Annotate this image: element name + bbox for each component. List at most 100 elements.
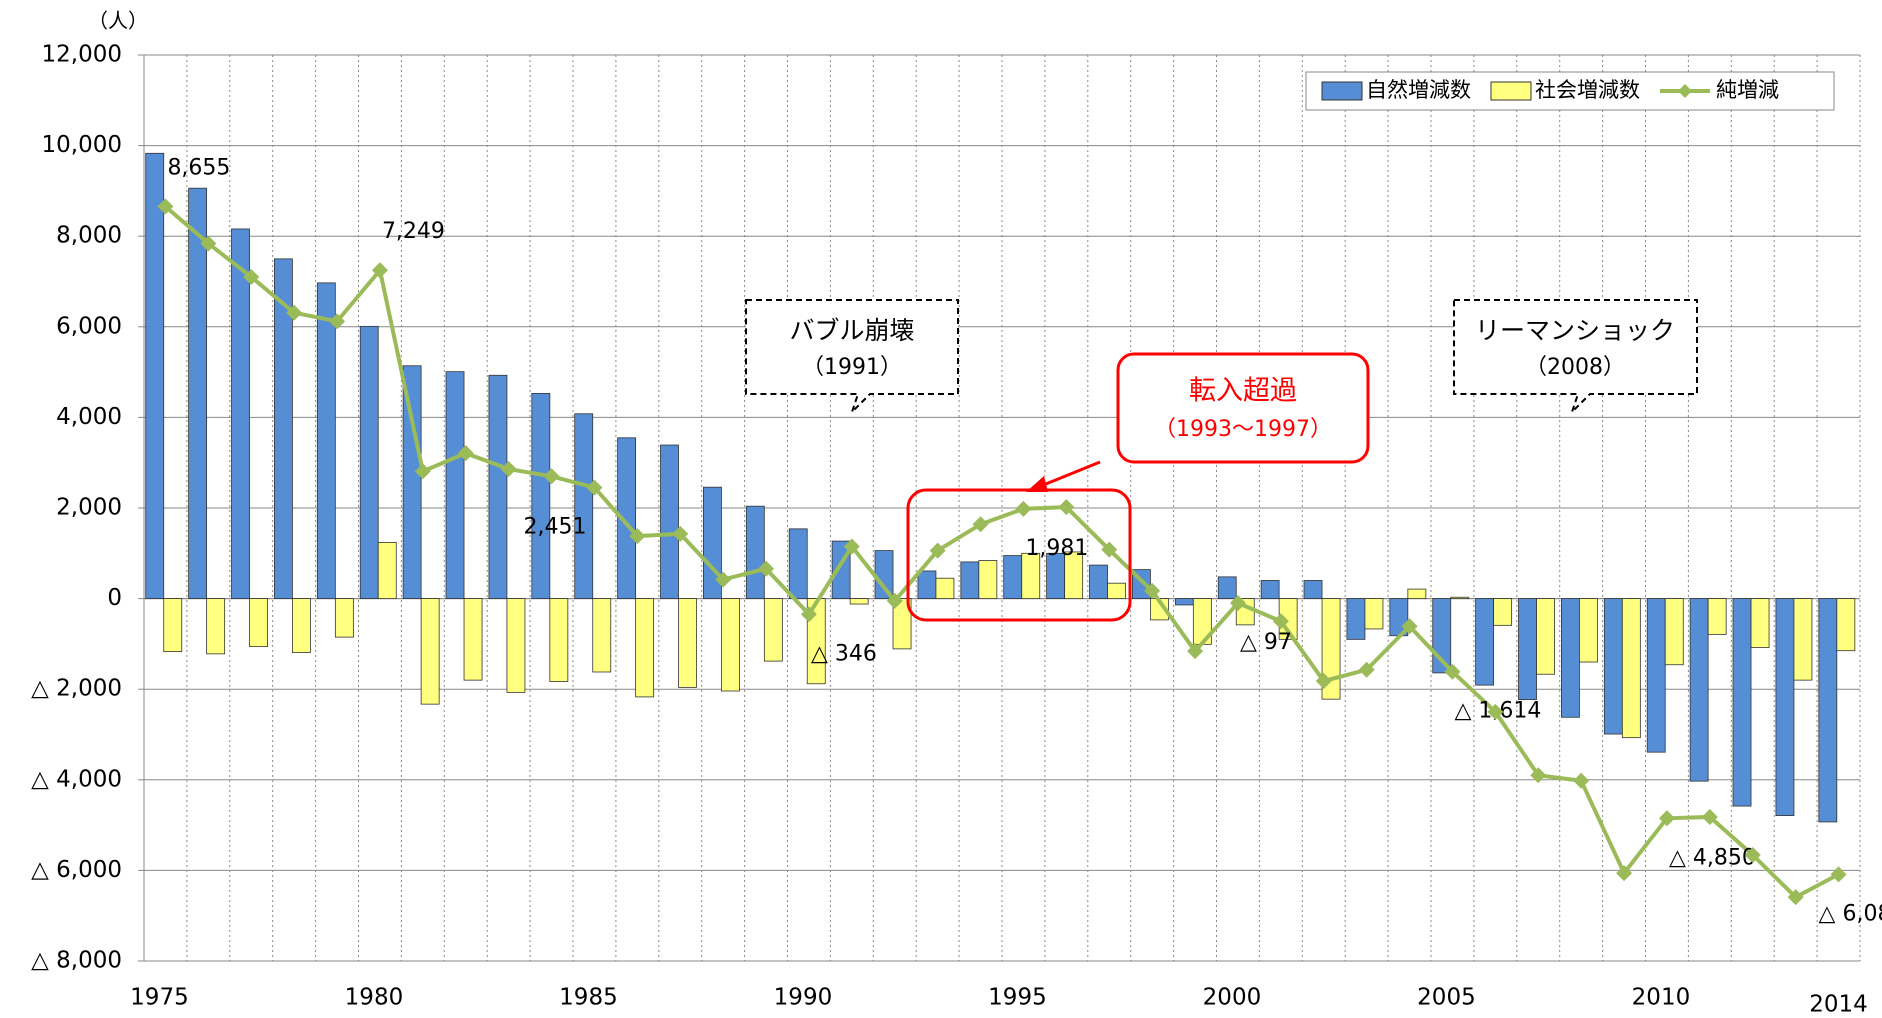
bar: [1260, 580, 1280, 599]
x-tick-label: 1990: [774, 985, 833, 1011]
line-marker: [672, 525, 689, 542]
arrow-head: [1026, 476, 1048, 492]
line-marker: [1616, 865, 1633, 882]
bar: [1579, 598, 1598, 663]
line-marker: [1573, 772, 1590, 789]
bar: [1493, 598, 1513, 626]
line-marker: [1658, 810, 1675, 827]
bar: [745, 505, 765, 599]
bar: [1621, 598, 1641, 739]
bar: [488, 374, 508, 599]
line-marker: [1101, 541, 1118, 558]
bar: [917, 570, 937, 599]
callout-box: [1453, 299, 1698, 413]
bar: [334, 598, 354, 638]
data-label: 8,655: [167, 156, 230, 181]
bar: [549, 598, 569, 682]
line-marker: [1144, 582, 1161, 599]
bar: [274, 258, 293, 600]
annotation-text: バブル崩壊: [789, 316, 914, 345]
x-tick-label: 2014: [1809, 992, 1868, 1018]
bar: [635, 598, 655, 698]
line-marker: [758, 560, 775, 577]
bar: [420, 598, 440, 705]
data-label: △ 6,088: [1819, 901, 1882, 926]
y-tick-label: 6,000: [56, 313, 122, 339]
bar: [592, 598, 612, 673]
bar: [849, 598, 869, 605]
y-tick-label: 8,000: [56, 223, 122, 249]
line-marker: [586, 479, 603, 496]
data-label: △ 346: [811, 641, 877, 666]
plot-area: △ 8,000 △ 6,000 △ 4,000 △ 2,000 0 2,000 4,000 6…: [31, 42, 1882, 1018]
y-tick-label: 2,000: [56, 495, 122, 521]
line-marker: [543, 468, 560, 485]
bar: [763, 598, 783, 662]
annotation-text: リーマンショック: [1475, 316, 1675, 345]
bar: [506, 598, 526, 693]
line-marker: [1487, 703, 1504, 720]
bar: [1475, 598, 1495, 686]
unit-label: （人）: [88, 9, 148, 33]
y-tick-label: △ 6,000: [31, 857, 122, 883]
legend-label: 純増減: [1716, 78, 1779, 102]
line-series: [164, 205, 1840, 900]
legend: 自然増減数 社会増減数 純増減: [1305, 71, 1835, 111]
bar: [1407, 588, 1427, 599]
y-tick-label: 10,000: [42, 132, 122, 158]
line-marker: [1229, 594, 1246, 611]
bar: [402, 365, 422, 599]
line-marker: [886, 592, 903, 609]
bar: [935, 577, 955, 600]
annotation-subtext: （2008）: [1525, 355, 1625, 380]
line-marker: [715, 571, 732, 588]
line-marker: [1401, 618, 1418, 635]
bar: [231, 228, 250, 600]
bar: [1603, 598, 1623, 735]
bar: [1364, 598, 1384, 630]
bar: [960, 561, 980, 599]
bar: [1089, 564, 1108, 600]
bar: [316, 282, 336, 600]
y-tick-label: △ 2,000: [31, 676, 122, 702]
line-marker: [286, 304, 303, 321]
bar: [1750, 598, 1770, 648]
bar: [1346, 598, 1366, 640]
line-marker: [929, 542, 946, 559]
bar: [249, 598, 268, 648]
annotation-subtext: （1991）: [802, 355, 902, 380]
bar: [678, 598, 697, 688]
x-tick-label: 1975: [130, 985, 189, 1011]
callout-box: [745, 299, 959, 413]
bar: [1321, 598, 1341, 700]
line-marker: [414, 463, 431, 480]
bar: [721, 598, 740, 692]
bar: [206, 598, 226, 655]
data-label: △ 4,850: [1669, 845, 1756, 870]
legend-label: 社会増減数: [1535, 78, 1640, 102]
line-marker: [1015, 500, 1032, 517]
x-tick-label: 2005: [1417, 985, 1476, 1011]
bar: [574, 413, 594, 600]
bar: [788, 528, 808, 600]
x-tick-label: 1985: [559, 985, 618, 1011]
line-marker: [800, 606, 817, 623]
bar: [1689, 598, 1709, 782]
bar: [1217, 576, 1237, 600]
legend-swatch: [1321, 81, 1363, 101]
bar: [874, 550, 894, 599]
legend-marker: [1678, 84, 1692, 98]
data-label: 1,981: [1025, 536, 1088, 561]
annotation-inflow: 転入超過 （1993〜1997）: [906, 352, 1370, 622]
x-tick-label: 2010: [1632, 985, 1691, 1011]
line-marker: [1187, 643, 1204, 660]
bar: [617, 437, 637, 600]
line-marker: [1530, 767, 1547, 784]
annotation-text: 転入超過: [1189, 376, 1297, 407]
y-tick-label: △ 4,000: [31, 766, 122, 792]
bar: [1003, 555, 1023, 600]
data-label: 7,249: [382, 219, 445, 244]
line-marker: [1744, 846, 1761, 863]
legend-label: 自然増減数: [1366, 78, 1471, 102]
bar: [531, 392, 551, 599]
